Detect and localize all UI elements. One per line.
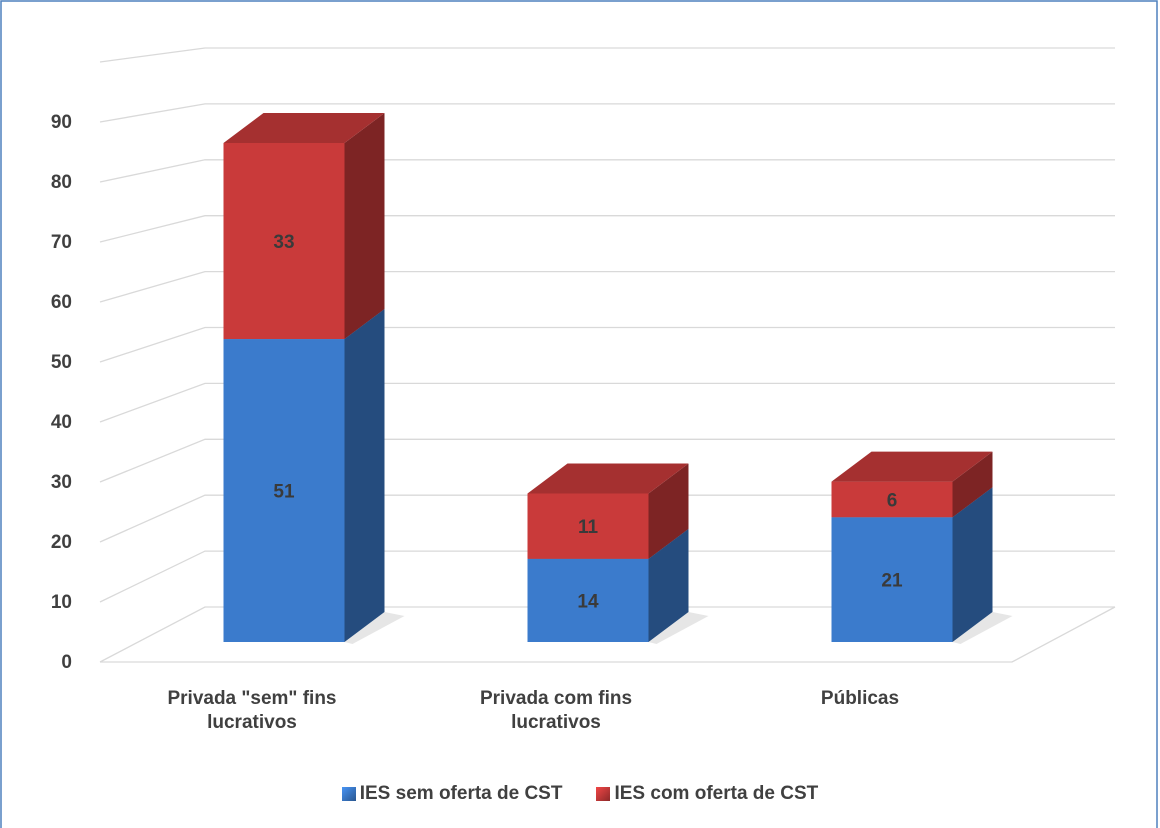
legend-swatch xyxy=(596,787,611,801)
grid-line xyxy=(99,103,1115,123)
bar-shadow xyxy=(952,612,1013,644)
data-label: 6 xyxy=(887,490,898,511)
legend-item: IES sem oferta de CST xyxy=(341,783,563,805)
data-label: 21 xyxy=(881,571,903,592)
y-tick-label: 30 xyxy=(51,472,72,493)
bar-side xyxy=(344,113,385,340)
legend: IES sem oferta de CST IES com oferta de C… xyxy=(0,783,1160,805)
y-tick-label: 60 xyxy=(51,292,72,313)
grid-line xyxy=(99,326,1115,363)
bar-side xyxy=(952,451,993,518)
y-tick-label: 10 xyxy=(51,592,72,613)
legend-swatch xyxy=(341,787,356,801)
bar-front xyxy=(527,558,649,642)
bar-front xyxy=(223,143,345,340)
grid-line xyxy=(99,494,1115,543)
bar-front xyxy=(223,339,345,642)
data-label: 33 xyxy=(273,232,294,253)
legend-item: IES com oferta de CST xyxy=(596,783,818,805)
floor-edge xyxy=(100,606,1116,663)
bar-shadow xyxy=(648,612,709,644)
data-label: 11 xyxy=(578,517,599,538)
grid-line xyxy=(99,438,1115,483)
x-tick-label: Privada com fins lucrativos xyxy=(479,688,633,733)
data-label: 51 xyxy=(273,482,295,503)
bar-side xyxy=(952,487,993,642)
x-tick-label: Privada "sem" fins lucrativos xyxy=(167,688,337,733)
grid-line xyxy=(99,47,1115,63)
bar-top xyxy=(831,451,993,482)
grid-line xyxy=(99,270,1115,303)
bar-side xyxy=(344,309,385,642)
bar-top xyxy=(527,463,689,494)
grid-line xyxy=(99,215,1115,243)
data-label: 14 xyxy=(577,591,599,612)
bar-shadow xyxy=(344,612,405,644)
grid-line xyxy=(99,550,1115,603)
y-tick-label: 20 xyxy=(51,532,72,553)
grid-line xyxy=(99,606,1115,663)
bar-top xyxy=(223,113,385,143)
x-tick-label: Públicas xyxy=(820,688,900,709)
y-tick-label: 80 xyxy=(51,172,72,193)
legend-label: IES sem oferta de CST xyxy=(359,783,563,804)
y-tick-label: 40 xyxy=(51,412,72,433)
legend-label: IES com oferta de CST xyxy=(614,783,819,804)
bar-front xyxy=(527,493,649,559)
bar-front xyxy=(831,481,953,518)
y-tick-label: 50 xyxy=(51,352,72,373)
y-tick-label: 70 xyxy=(51,232,72,253)
y-tick-label: 90 xyxy=(51,112,72,133)
y-tick-label: 0 xyxy=(61,652,72,673)
bar-side xyxy=(648,528,689,642)
bar-side xyxy=(648,463,689,559)
grid-line xyxy=(99,382,1115,423)
bar-front xyxy=(831,517,953,642)
grid-line xyxy=(99,159,1115,183)
